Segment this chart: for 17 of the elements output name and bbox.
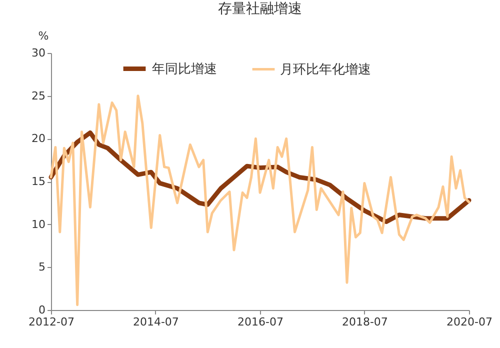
y-tick-label: 25 <box>32 89 46 102</box>
y-tick-label: 5 <box>38 260 46 274</box>
x-tick-label: 2012-07 <box>28 316 74 328</box>
x-tick-label: 2020-07 <box>446 316 492 328</box>
y-axis-title: % <box>38 30 49 42</box>
legend-label: 年同比增速 <box>152 62 217 77</box>
legend-label: 月环比年化增速 <box>280 62 371 78</box>
y-tick-label: 15 <box>32 175 46 188</box>
y-tick-label: 20 <box>32 132 46 146</box>
chart-title: 存量社融增速 <box>218 1 302 17</box>
x-tick-label: 2014-07 <box>132 316 179 328</box>
line-series <box>50 94 470 306</box>
x-tick-label: 2018-07 <box>342 316 388 328</box>
y-tick-label: 0 <box>38 304 46 316</box>
y-tick-label: 10 <box>32 218 46 231</box>
y-tick-label: 30 <box>32 46 46 60</box>
x-tick-label: 2016-07 <box>238 316 284 328</box>
